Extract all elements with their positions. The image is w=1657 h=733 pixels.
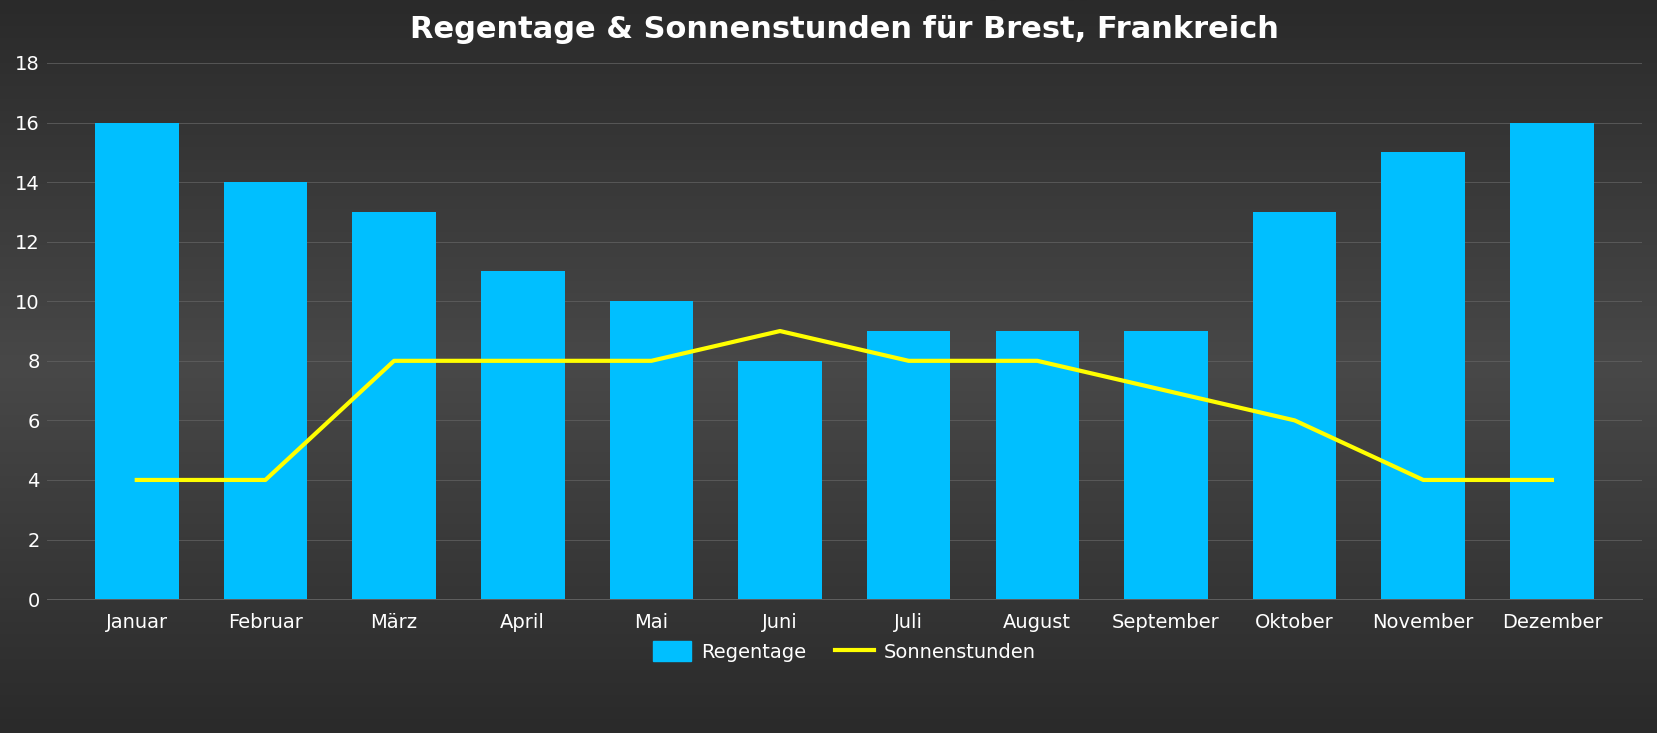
- Bar: [1123, 331, 1208, 599]
- Sonnenstunden: [1543, 476, 1563, 485]
- Bar: [94, 122, 179, 599]
- Bar: [867, 331, 951, 599]
- Sonnenstunden: [512, 356, 532, 365]
- Bar: [610, 301, 693, 599]
- Sonnenstunden: [1284, 416, 1304, 425]
- Bar: [1382, 152, 1465, 599]
- Sonnenstunden: [128, 476, 147, 485]
- Bar: [739, 361, 822, 599]
- Sonnenstunden: [898, 356, 918, 365]
- Sonnenstunden: [1413, 476, 1433, 485]
- Bar: [996, 331, 1079, 599]
- Bar: [224, 182, 307, 599]
- Bar: [1253, 212, 1337, 599]
- Sonnenstunden: [255, 476, 275, 485]
- Sonnenstunden: [771, 327, 790, 336]
- Sonnenstunden: [1157, 386, 1176, 395]
- Sonnenstunden: [641, 356, 661, 365]
- Bar: [353, 212, 436, 599]
- Sonnenstunden: [1027, 356, 1047, 365]
- Bar: [1510, 122, 1594, 599]
- Bar: [481, 271, 565, 599]
- Title: Regentage & Sonnenstunden für Brest, Frankreich: Regentage & Sonnenstunden für Brest, Fra…: [409, 15, 1279, 44]
- Sonnenstunden: [384, 356, 404, 365]
- Line: Sonnenstunden: Sonnenstunden: [138, 331, 1553, 480]
- Legend: Regentage, Sonnenstunden: Regentage, Sonnenstunden: [645, 634, 1044, 670]
